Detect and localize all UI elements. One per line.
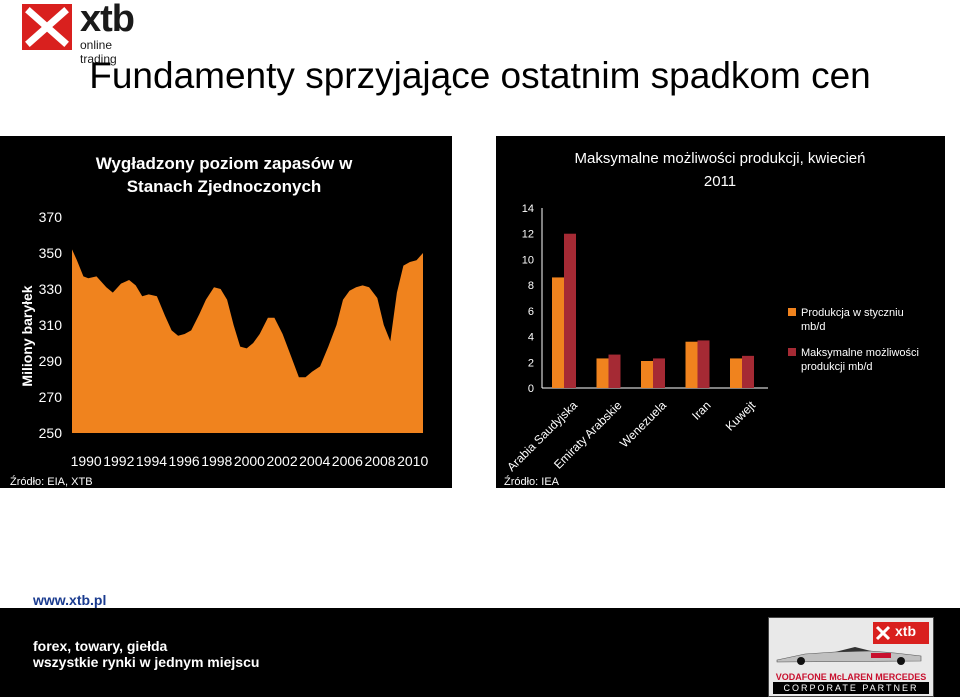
x-tick-label: 2004 [299, 453, 330, 469]
y-tick-label: 8 [528, 280, 534, 292]
legend-label: Produkcja w styczniu [801, 307, 904, 319]
partner-logo-word: xtb [895, 623, 916, 639]
x-category-label: Wenezuela [617, 398, 669, 450]
bar [564, 233, 576, 388]
logo-subtitle: online trading [80, 38, 117, 66]
bar [608, 354, 621, 388]
legend-label: Maksymalne możliwości [801, 347, 919, 359]
inventory-area [72, 249, 423, 433]
legend-swatch [788, 348, 796, 356]
legend-swatch [788, 308, 796, 316]
y-tick-label: 370 [39, 209, 63, 225]
bar [697, 340, 710, 388]
y-tick-label: 0 [528, 383, 534, 395]
y-tick-label: 6 [528, 306, 534, 318]
y-axis-label: Miliony baryłek [19, 285, 35, 386]
y-tick-label: 310 [39, 317, 63, 333]
chart-source: Źródło: EIA, XTB [10, 475, 93, 488]
chart-source: Źródło: IEA [504, 475, 560, 488]
x-tick-label: 2008 [364, 453, 395, 469]
capacity-chart: Maksymalne możliwości produkcji, kwiecie… [504, 150, 919, 488]
bar [653, 358, 665, 388]
x-tick-label: 1992 [103, 453, 134, 469]
chart-title-line1: Maksymalne możliwości produkcji, kwiecie… [575, 150, 866, 167]
footer-tagline-2: wszystkie rynki w jednym miejscu [33, 654, 260, 670]
legend-label: mb/d [801, 321, 825, 333]
race-car-icon [776, 647, 922, 665]
slide-title: Fundamenty sprzyjające ostatnim spadkom … [89, 55, 871, 96]
page-number: 4 [924, 596, 936, 618]
xtb-logo-mark-icon [22, 4, 72, 50]
bar [742, 355, 754, 388]
partner-team-name: VODAFONE McLAREN MERCEDES [775, 672, 927, 682]
xtb-logo[interactable]: xtb online trading [22, 0, 152, 66]
y-tick-label: 10 [522, 254, 534, 266]
x-tick-label: 2010 [397, 453, 428, 469]
chart-title-line2: 2011 [704, 173, 736, 190]
x-tick-label: 1996 [169, 453, 200, 469]
bar [685, 341, 698, 388]
x-tick-label: 1998 [201, 453, 232, 469]
partner-badge: xtb VODAFONE McLAREN MERCEDES CORPORATE … [768, 617, 934, 697]
y-tick-label: 290 [39, 353, 63, 369]
y-tick-label: 330 [39, 281, 63, 297]
logo-word: xtb [80, 0, 135, 40]
x-tick-label: 2000 [234, 453, 265, 469]
y-tick-label: 14 [522, 203, 534, 215]
footer-tagline-1: forex, towary, giełda [33, 638, 168, 654]
footer-bar: forex, towary, giełda wszystkie rynki w … [0, 608, 960, 697]
capacity-chart-panel: Maksymalne możliwości produkcji, kwiecie… [496, 136, 945, 488]
x-tick-label: 1990 [71, 453, 102, 469]
y-tick-label: 250 [39, 425, 63, 441]
x-tick-label: 1994 [136, 453, 167, 469]
chart-title-line1: Wygładzony poziom zapasów w [96, 154, 353, 173]
xtb-mark-icon [875, 625, 891, 641]
x-tick-label: 2002 [266, 453, 297, 469]
y-tick-label: 350 [39, 245, 63, 261]
bar [552, 277, 564, 388]
y-tick-label: 2 [528, 357, 534, 369]
bar [596, 358, 609, 388]
website-link[interactable]: www.xtb.pl [33, 592, 107, 608]
x-tick-label: 2006 [332, 453, 363, 469]
bar [730, 358, 742, 388]
legend-label: produkcji mb/d [801, 361, 873, 373]
bar [641, 361, 653, 388]
inventory-chart-panel: Wygładzony poziom zapasów w Stanach Zjed… [0, 136, 452, 488]
y-tick-label: 270 [39, 389, 63, 405]
x-category-label: Iran [689, 398, 714, 423]
x-category-label: Kuwejt [723, 398, 759, 434]
y-tick-label: 12 [522, 229, 534, 241]
partner-xtb-logo: xtb [873, 622, 929, 644]
chart-title-line2: Stanach Zjednoczonych [127, 177, 322, 196]
y-tick-label: 4 [528, 332, 534, 344]
partner-caption: CORPORATE PARTNER [773, 682, 929, 694]
inventory-chart: Wygładzony poziom zapasów w Stanach Zjed… [10, 154, 428, 488]
